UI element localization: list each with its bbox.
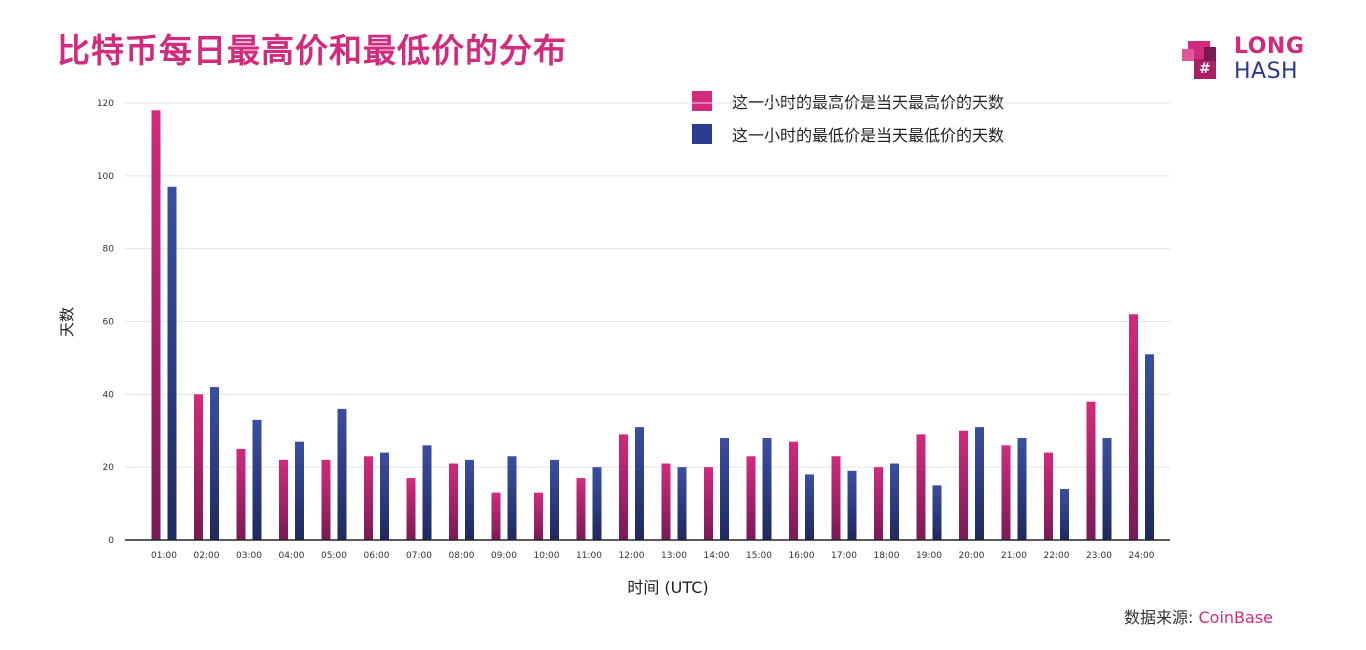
bar-high (1086, 401, 1096, 540)
bar-low (1017, 438, 1027, 540)
bar-high (704, 467, 713, 540)
bar-high (236, 448, 246, 540)
bar-high (406, 478, 416, 540)
bar-high (619, 434, 628, 540)
bar-low (1145, 354, 1154, 540)
x-tick-label: 05:00 (321, 551, 347, 561)
grid-lines (125, 102, 1170, 468)
y-tick-label: 0 (108, 536, 114, 546)
source-name: CoinBase (1198, 608, 1273, 627)
bar-high (1129, 314, 1138, 540)
bar-high (279, 459, 288, 540)
bar-high (959, 430, 968, 540)
x-tick-label: 09:00 (491, 551, 517, 561)
x-tick-label: 18:00 (874, 551, 900, 561)
logo-text-hash: HASH (1234, 59, 1299, 84)
bar-low (720, 438, 729, 540)
bar-low (422, 445, 432, 540)
x-tick-label: 19:00 (916, 551, 942, 561)
bar-high (789, 441, 798, 540)
bar-low (635, 427, 644, 540)
bar-low (932, 485, 942, 540)
bar-high (1044, 452, 1053, 540)
axes: 0 20 40 60 80 100 120 01:00 02:00 03:00 04:00 05:00… (97, 99, 1170, 561)
x-tick-label: 02:00 (194, 551, 220, 561)
x-tick-label: 12:00 (619, 551, 645, 561)
bar-high (746, 456, 756, 540)
bar-high (576, 478, 586, 540)
bar-low (507, 456, 517, 540)
x-tick-label: 06:00 (364, 551, 390, 561)
bar-low (677, 467, 687, 540)
bar-low (550, 459, 559, 540)
bar-low (337, 408, 347, 540)
bar-low (592, 467, 602, 540)
x-tick-label: 21:00 (1001, 551, 1027, 561)
bar-high (364, 456, 373, 540)
legend-label-low: 这一小时的最低价是当天最低价的天数 (732, 126, 1005, 145)
x-tick-label: 03:00 (236, 551, 262, 561)
legend-swatch-high (692, 91, 712, 111)
y-tick-label: 80 (103, 245, 115, 255)
bar-high (449, 463, 458, 540)
x-tick-label: 10:00 (534, 551, 560, 561)
bar-high (874, 467, 883, 540)
chart-title: 比特币每日最高价和最低价的分布 (57, 31, 567, 70)
x-tick-label: 22:00 (1044, 551, 1070, 561)
bar-low (762, 438, 772, 540)
bar-low (465, 459, 474, 540)
x-tick-label: 15:00 (746, 551, 772, 561)
x-tick-label: 24:00 (1129, 551, 1155, 561)
y-tick-label: 100 (97, 172, 114, 182)
x-axis-label: 时间 (UTC) (627, 578, 708, 597)
x-tick-label: 04:00 (279, 551, 305, 561)
bars (151, 110, 1154, 541)
bar-high (661, 463, 671, 540)
y-tick-label: 20 (103, 463, 115, 473)
bar-low (890, 463, 899, 540)
legend-swatch-low (692, 124, 712, 144)
x-tick-label: 01:00 (151, 551, 177, 561)
x-tick-label: 20:00 (959, 551, 985, 561)
bar-high (194, 394, 203, 540)
x-tick-label: 11:00 (576, 551, 602, 561)
y-axis-label: 天数 (58, 307, 76, 337)
bar-high (151, 110, 161, 541)
bar-high (534, 492, 543, 540)
bar-low (210, 387, 219, 540)
bar-low (805, 474, 814, 540)
bar-low (1102, 438, 1112, 540)
x-tick-label: 14:00 (704, 551, 730, 561)
y-tick-label: 60 (103, 318, 115, 328)
bar-low (380, 452, 389, 540)
legend-item-low: 这一小时的最低价是当天最低价的天数 (692, 122, 1004, 146)
source-prefix: 数据来源: (1124, 608, 1199, 627)
data-source: 数据来源: CoinBase (1124, 604, 1273, 628)
logo-text-long: LONG (1234, 34, 1305, 59)
logo-mark-icon: # (1182, 41, 1216, 79)
bar-high (491, 492, 501, 540)
x-tick-label: 08:00 (449, 551, 475, 561)
y-tick-label: 40 (103, 390, 115, 400)
bar-low (252, 419, 262, 540)
bar-low (975, 427, 984, 540)
bar-low (1060, 489, 1069, 540)
bar-low (295, 441, 304, 540)
x-tick-label: 16:00 (789, 551, 815, 561)
x-tick-label: 07:00 (406, 551, 432, 561)
y-tick-label: 120 (97, 99, 114, 109)
bar-high (831, 456, 841, 540)
x-tick-label: 17:00 (831, 551, 857, 561)
bar-high (321, 459, 331, 540)
longhash-logo: # LONG HASH (1180, 35, 1320, 87)
bar-high (1001, 445, 1011, 540)
bar-low (167, 186, 177, 540)
svg-text:#: # (1199, 61, 1211, 77)
x-tick-label: 13:00 (661, 551, 687, 561)
bar-low (847, 470, 857, 540)
bar-high (916, 434, 926, 540)
x-tick-label: 23:00 (1086, 551, 1112, 561)
